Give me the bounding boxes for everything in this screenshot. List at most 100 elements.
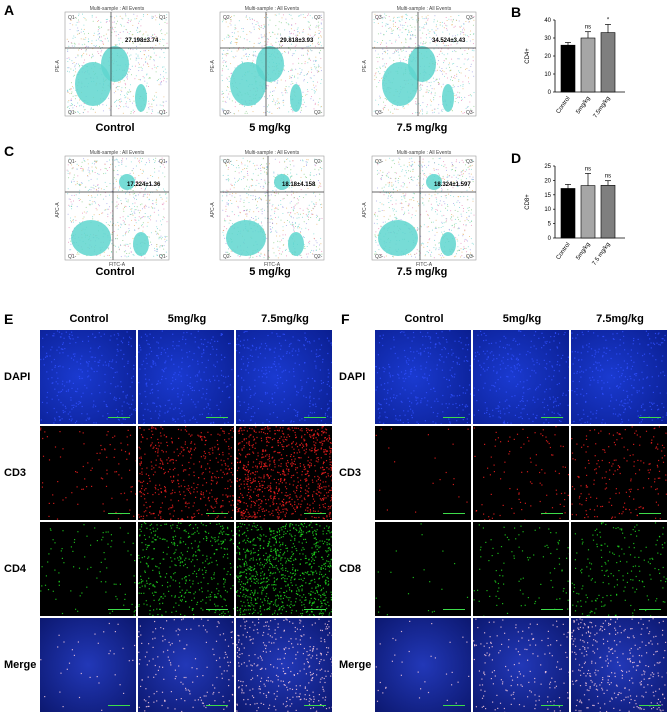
quadrant-value: 18.18±4.158 xyxy=(282,182,316,188)
micrograph-tile xyxy=(473,426,569,520)
scale-bar xyxy=(541,705,563,706)
scale-bar xyxy=(443,609,465,610)
category-label: 5mg/kg xyxy=(575,242,591,262)
panel-letter-f: F xyxy=(341,311,350,327)
condition-label: 7.5 mg/kg xyxy=(396,266,448,278)
row-label: CD3 xyxy=(4,467,27,479)
row-label: DAPI xyxy=(339,371,366,383)
quadrant-value: 34.524±3.43 xyxy=(432,38,466,44)
category-label: Control xyxy=(556,96,572,115)
scatter-points xyxy=(221,157,323,259)
micrograph-tile xyxy=(40,426,136,520)
micrograph-tile xyxy=(236,426,332,520)
y-axis-label: PE-A xyxy=(362,60,368,72)
micrograph-tile xyxy=(138,522,234,616)
y-tick-label: 0 xyxy=(548,236,552,242)
flow-plot: Multi-sample : All Events Q2- Q2- Q2- Q2- 18.… xyxy=(210,148,330,278)
micrograph-tile xyxy=(473,522,569,616)
scale-bar xyxy=(639,513,661,514)
condition-label: 5 mg/kg xyxy=(249,266,291,278)
quadrant-label: Q2- xyxy=(314,15,323,21)
scatter-points xyxy=(373,13,475,115)
bar xyxy=(560,44,576,93)
micrograph-tile xyxy=(571,426,667,520)
category-label: 7.5 mg/kg xyxy=(592,242,612,267)
quadrant-label: Q1- xyxy=(68,254,77,260)
scale-bar xyxy=(304,609,326,610)
micrograph-tile xyxy=(236,618,332,712)
scale-bar xyxy=(443,513,465,514)
scale-bar xyxy=(304,513,326,514)
category-label: 7.5mg/kg xyxy=(593,96,612,120)
scale-bar xyxy=(108,705,130,706)
y-tick-label: 10 xyxy=(544,207,551,213)
micrograph-tile xyxy=(40,618,136,712)
flow-plot: Multi-sample : All Events Q3- Q3- Q3- Q3- 18.… xyxy=(362,148,482,278)
quadrant-label: Q3- xyxy=(466,254,475,260)
scale-bar xyxy=(639,609,661,610)
micrograph-tile xyxy=(571,330,667,424)
row-label: CD3 xyxy=(339,467,362,479)
scale-bar xyxy=(304,705,326,706)
column-header: 5mg/kg xyxy=(502,313,542,325)
micrograph-tile xyxy=(473,330,569,424)
quadrant-label: Q3- xyxy=(375,110,384,116)
bar-chart-d: 0 5 10 15 20 25 CD8+ Control ns 5mg/kg ns 7.5 mg/kg xyxy=(515,158,665,288)
scatter-points xyxy=(66,13,168,115)
flow-plot: Multi-sample : All Events Q2- Q2- Q2- Q2- 29.… xyxy=(210,4,330,134)
quadrant-label: Q3- xyxy=(466,110,475,116)
row-label: Merge xyxy=(339,659,372,671)
row-label: CD8 xyxy=(339,563,362,575)
micrograph-tile xyxy=(571,618,667,712)
condition-label: 5 mg/kg xyxy=(249,122,291,134)
gate-title: Multi-sample : All Events xyxy=(90,6,145,12)
condition-label: 7.5 mg/kg xyxy=(396,122,448,134)
panel-letter-b: B xyxy=(511,4,522,20)
y-axis-label: APC-A xyxy=(362,202,368,218)
micrograph-tile xyxy=(138,330,234,424)
significance-label: * xyxy=(607,18,610,24)
scale-bar xyxy=(639,417,661,418)
quadrant-label: Q2- xyxy=(314,254,323,260)
quadrant-label: Q3- xyxy=(375,15,384,21)
y-axis-title: CD4+ xyxy=(525,48,531,64)
gate-title: Multi-sample : All Events xyxy=(245,6,300,12)
bar xyxy=(580,185,596,239)
quadrant-label: Q3- xyxy=(375,159,384,165)
quadrant-label: Q3- xyxy=(466,15,475,21)
quadrant-label: Q1- xyxy=(159,159,168,165)
significance-label: ns xyxy=(585,25,591,31)
condition-label: Control xyxy=(95,122,135,134)
bar-chart-b: 0 10 20 30 40 CD4+ Control ns 5mg/kg * 7.5mg/kg xyxy=(515,12,665,142)
quadrant-label: Q3- xyxy=(466,159,475,165)
x-axis-label: FITC-A xyxy=(264,262,281,266)
y-tick-label: 0 xyxy=(548,90,552,96)
y-tick-label: 25 xyxy=(544,164,551,170)
scale-bar xyxy=(443,417,465,418)
scatter-points xyxy=(221,13,323,115)
bar xyxy=(580,37,596,93)
bar xyxy=(560,188,576,239)
micrograph-tile xyxy=(40,330,136,424)
y-tick-label: 10 xyxy=(544,72,551,78)
micrograph-tile xyxy=(236,522,332,616)
y-axis-label: APC-A xyxy=(210,202,216,218)
column-header: 7.5mg/kg xyxy=(596,313,644,325)
row-label: DAPI xyxy=(4,371,31,383)
y-tick-label: 15 xyxy=(544,193,551,199)
column-header: Control xyxy=(69,313,109,325)
micrograph-tile xyxy=(375,522,471,616)
micrograph-tile xyxy=(138,426,234,520)
micrograph-tile xyxy=(375,330,471,424)
micrograph-tile xyxy=(375,618,471,712)
condition-label: Control xyxy=(95,266,135,278)
quadrant-label: Q2- xyxy=(223,15,232,21)
quadrant-label: Q1- xyxy=(68,15,77,21)
scale-bar xyxy=(206,609,228,610)
y-tick-label: 20 xyxy=(544,54,551,60)
micrograph-tile xyxy=(473,618,569,712)
scale-bar xyxy=(639,705,661,706)
quadrant-label: Q2- xyxy=(223,110,232,116)
quadrant-label: Q2- xyxy=(223,159,232,165)
scale-bar xyxy=(108,513,130,514)
